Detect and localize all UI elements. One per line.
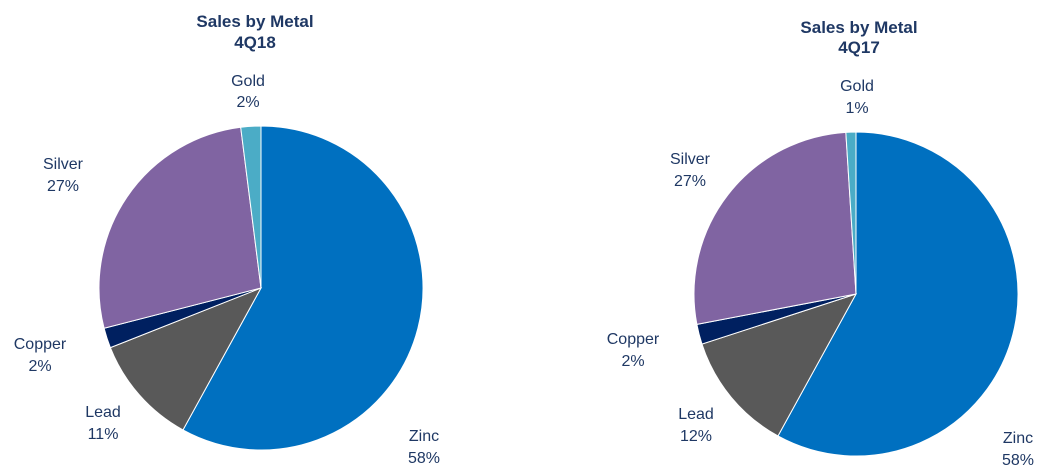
slice-value-copper: 2% [28,358,51,375]
slice-value-lead: 12% [680,428,712,445]
pie-slice-lead [109,287,263,431]
slice-label-gold: Gold [840,78,874,95]
slice-label-zinc: Zinc [409,428,439,445]
slice-label-copper: Copper [607,331,660,348]
pie-slice-gold [240,125,262,289]
pie-slices [98,125,424,451]
pie-chart-4q17: Sales by Metal 4Q17 Gold 1% Silver 27% C… [607,18,1034,469]
chart-subtitle: 4Q18 [234,33,276,52]
pie-slice-silver [693,131,857,325]
slice-label-silver: Silver [670,151,711,168]
chart-title: Sales by Metal [800,18,917,37]
pie-slice-zinc [777,131,1019,457]
slice-value-silver: 27% [674,173,706,190]
slice-value-gold: 1% [845,100,868,117]
slice-value-silver: 27% [47,178,79,195]
slice-value-zinc: 58% [408,450,440,467]
slice-label-zinc: Zinc [1003,430,1033,447]
slice-label-lead: Lead [678,406,714,423]
slice-label-copper: Copper [14,336,67,353]
pie-slice-gold [845,131,857,295]
pie-slices [693,131,1019,457]
slice-value-copper: 2% [621,353,644,370]
pie-slice-lead [701,293,858,437]
slice-label-silver: Silver [43,156,84,173]
slice-label-gold: Gold [231,73,265,90]
chart-title: Sales by Metal [196,12,313,31]
slice-value-lead: 11% [88,426,119,443]
slice-label-lead: Lead [85,404,121,421]
chart-subtitle: 4Q17 [838,38,880,57]
pie-slice-zinc [182,125,424,451]
slice-value-gold: 2% [236,94,259,111]
pie-slice-silver [98,126,262,329]
slice-value-zinc: 58% [1002,452,1034,469]
pie-chart-4q18: Sales by Metal 4Q18 Gold 2% Silver 27% C… [14,12,440,467]
